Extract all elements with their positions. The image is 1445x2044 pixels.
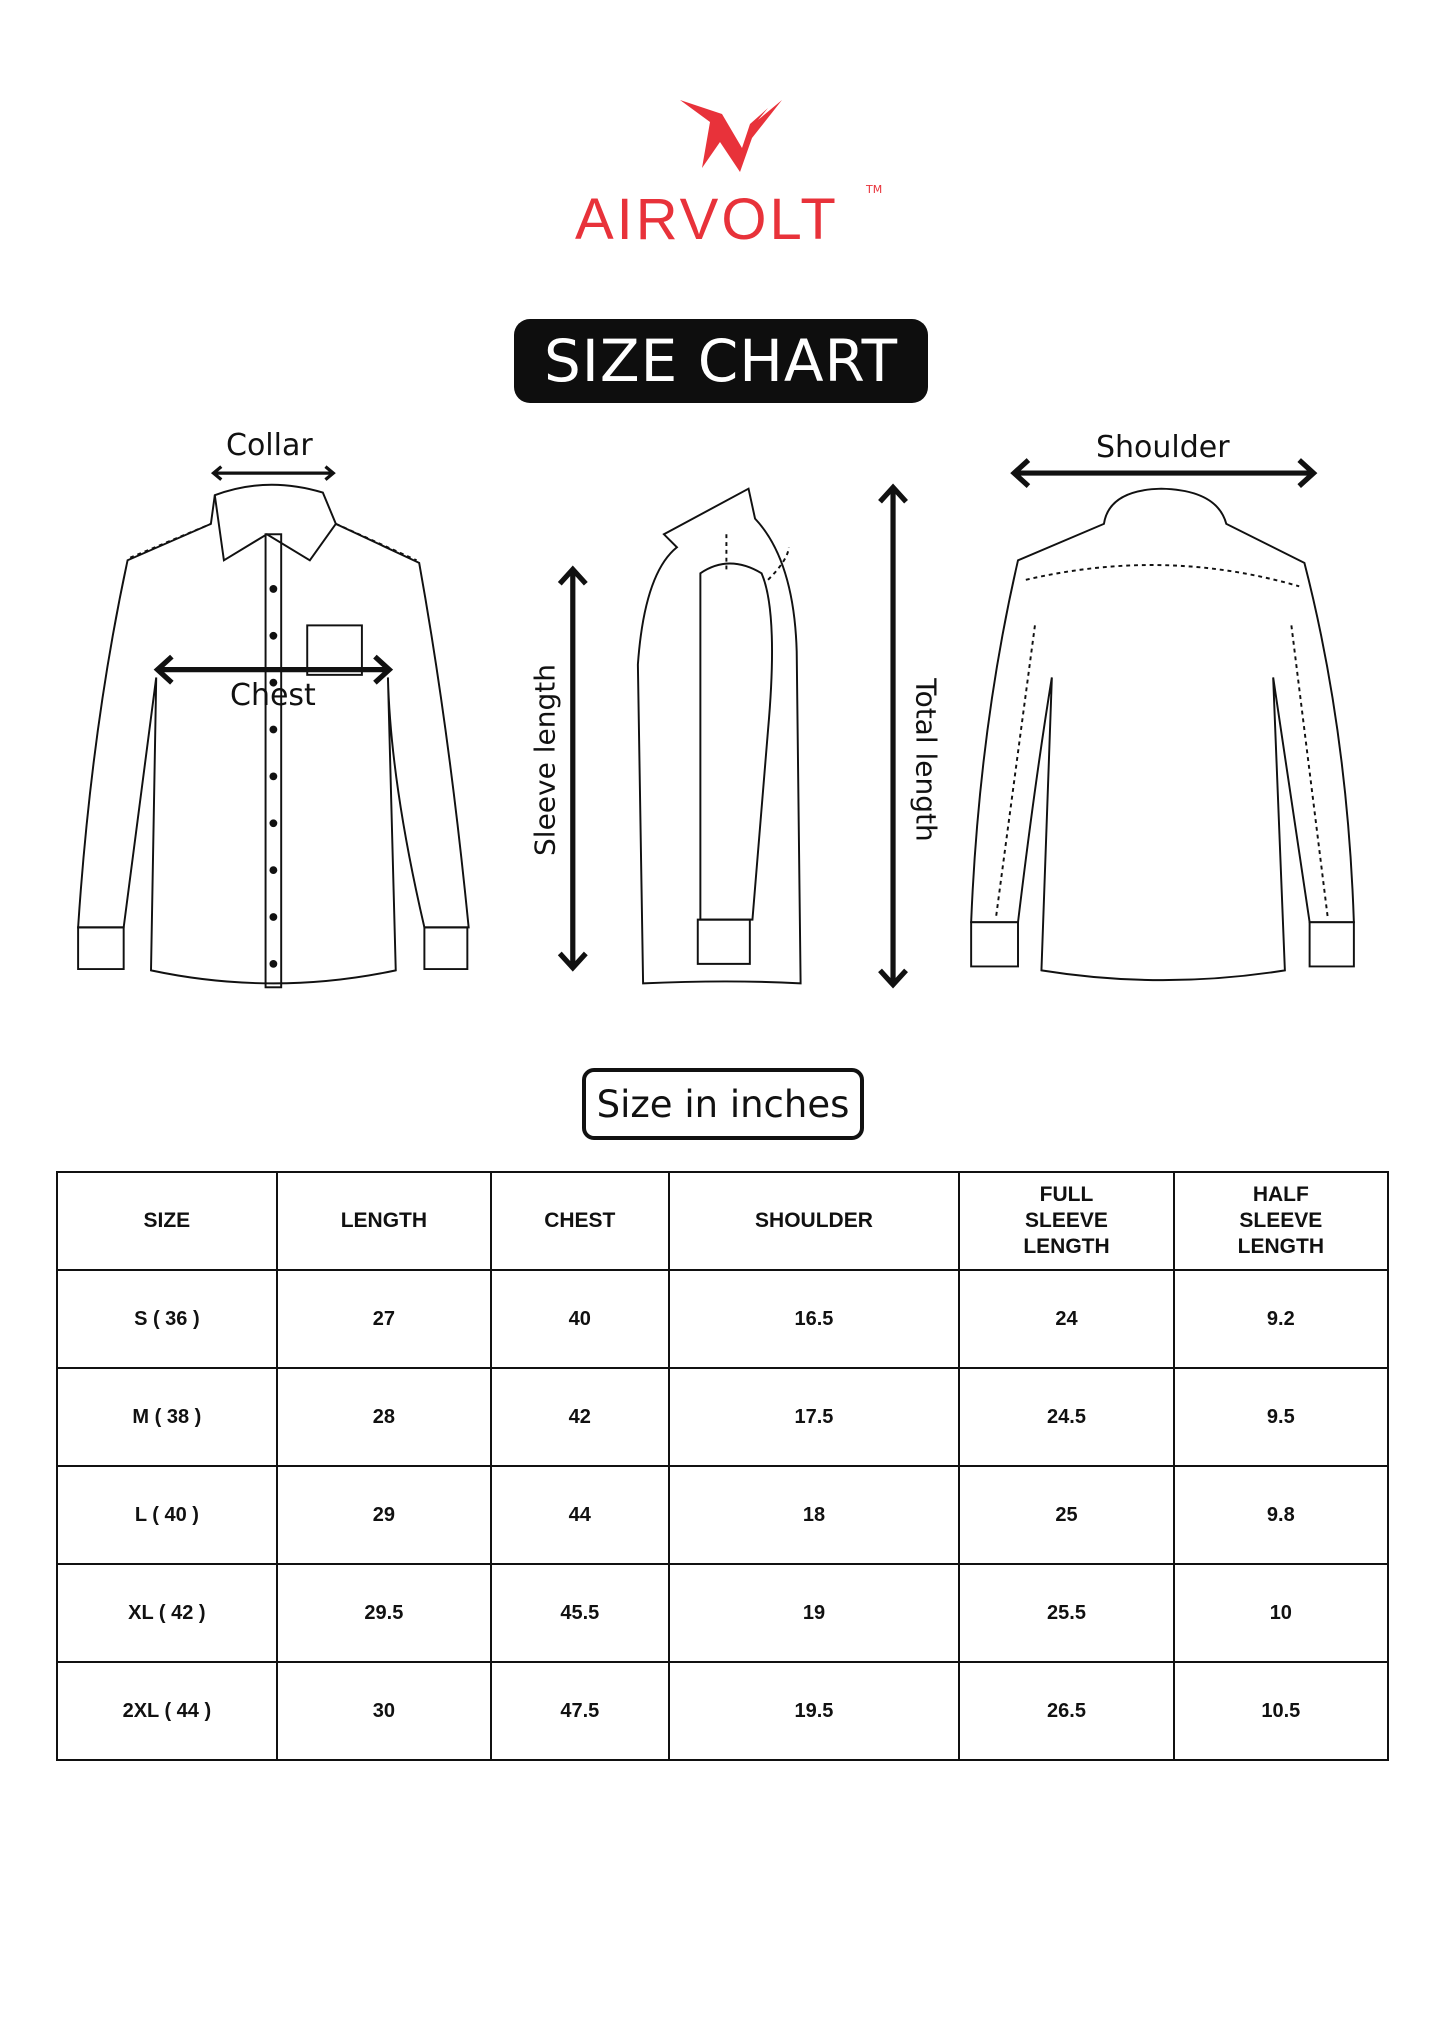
header-chest: CHEST	[490, 1171, 670, 1271]
header-full-sleeve-length: FULL SLEEVE LENGTH	[958, 1171, 1175, 1271]
shirt-measurement-illustration	[77, 458, 1355, 989]
cell-length: 30	[275, 1661, 493, 1761]
cell-half-sleeve-length: 9.5	[1172, 1367, 1390, 1467]
header-half-sleeve-length: HALF SLEEVE LENGTH	[1172, 1171, 1390, 1271]
cell-full-sleeve-length: 26.5	[958, 1661, 1175, 1761]
cell-shoulder: 17.5	[667, 1367, 961, 1467]
header-length: LENGTH	[275, 1171, 493, 1271]
cell-shoulder: 19	[667, 1563, 961, 1663]
cell-half-sleeve-length: 10.5	[1172, 1661, 1390, 1761]
cell-half-sleeve-length: 10	[1172, 1563, 1390, 1663]
header-size: SIZE	[56, 1171, 278, 1271]
cell-shoulder: 19.5	[667, 1661, 961, 1761]
cell-size: M ( 38 )	[56, 1367, 278, 1467]
sleeve-length-arrow	[557, 565, 588, 972]
shoulder-label: Shoulder	[1096, 430, 1230, 465]
back-shirt-drawing	[970, 458, 1355, 982]
cell-chest: 45.5	[490, 1563, 670, 1663]
cell-shoulder: 16.5	[667, 1269, 961, 1369]
cell-length: 29.5	[275, 1563, 493, 1663]
total-length-arrow	[878, 483, 908, 989]
cell-full-sleeve-length: 25	[958, 1465, 1175, 1565]
cell-length: 28	[275, 1367, 493, 1467]
table-row: L ( 40 ) 29 44 18 25 9.8	[56, 1465, 1390, 1565]
cell-full-sleeve-length: 25.5	[958, 1563, 1175, 1663]
total-length-label: Total length	[909, 678, 943, 842]
cell-length: 29	[275, 1465, 493, 1565]
cell-full-sleeve-length: 24	[958, 1269, 1175, 1369]
chest-label: Chest	[230, 678, 316, 713]
sleeve-length-label: Sleeve length	[528, 664, 562, 856]
cell-chest: 42	[490, 1367, 670, 1467]
cell-half-sleeve-length: 9.8	[1172, 1465, 1390, 1565]
brand-name: AIRVOLT	[575, 187, 839, 252]
table-row: M ( 38 ) 28 42 17.5 24.5 9.5	[56, 1367, 1390, 1467]
cell-size: 2XL ( 44 )	[56, 1661, 278, 1761]
header-shoulder: SHOULDER	[667, 1171, 961, 1271]
table-row: 2XL ( 44 ) 30 47.5 19.5 26.5 10.5	[56, 1661, 1390, 1761]
collar-label: Collar	[226, 428, 313, 463]
airvolt-logo-icon	[680, 100, 782, 172]
cell-half-sleeve-length: 9.2	[1172, 1269, 1390, 1369]
cell-chest: 47.5	[490, 1661, 670, 1761]
side-shirt-drawing	[636, 487, 802, 985]
cell-size: XL ( 42 )	[56, 1563, 278, 1663]
cell-chest: 44	[490, 1465, 670, 1565]
page-title: SIZE CHART	[514, 319, 928, 403]
table-header-row: SIZE LENGTH CHEST SHOULDER FULL SLEEVE LEN…	[56, 1171, 1390, 1271]
size-table: SIZE LENGTH CHEST SHOULDER FULL SLEEVE LEN…	[56, 1171, 1390, 1761]
front-shirt-drawing	[77, 465, 470, 989]
units-label: Size in inches	[582, 1068, 864, 1140]
table-row: S ( 36 ) 27 40 16.5 24 9.2	[56, 1269, 1390, 1369]
cell-full-sleeve-length: 24.5	[958, 1367, 1175, 1467]
cell-chest: 40	[490, 1269, 670, 1369]
table-row: XL ( 42 ) 29.5 45.5 19 25.5 10	[56, 1563, 1390, 1663]
trademark-mark: TM	[866, 183, 883, 196]
cell-length: 27	[275, 1269, 493, 1369]
cell-shoulder: 18	[667, 1465, 961, 1565]
cell-size: S ( 36 )	[56, 1269, 278, 1369]
cell-size: L ( 40 )	[56, 1465, 278, 1565]
